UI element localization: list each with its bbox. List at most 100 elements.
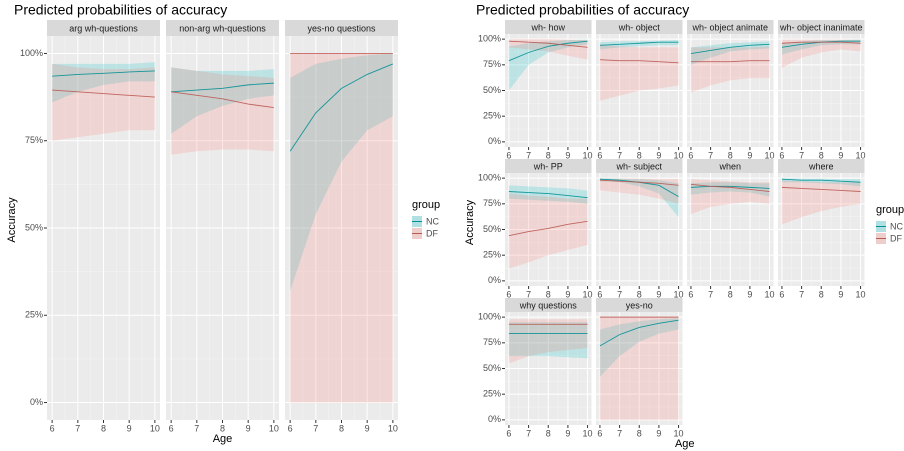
x-tick-label: 6 [688, 289, 693, 299]
facet-title: wh- object [618, 22, 661, 32]
facet-strip [285, 20, 398, 36]
facet-strip [47, 20, 160, 36]
x-tick-label: 8 [546, 150, 551, 160]
confidence-band [690, 46, 770, 93]
facet-strip [505, 20, 592, 34]
y-axis-title: Accuracy [6, 197, 18, 243]
line [508, 40, 588, 62]
x-tick-label: 8 [819, 289, 824, 299]
y-axis-title: Accuracy [464, 199, 476, 245]
x-tick-label: 8 [728, 150, 733, 160]
line [690, 43, 770, 54]
y-tick-label: 75% [483, 59, 501, 69]
y-tick-label: 0% [488, 414, 501, 424]
facet-strip [596, 159, 683, 173]
x-tick-label: 10 [150, 423, 160, 433]
line [599, 59, 679, 64]
x-tick-label: 10 [583, 428, 593, 438]
line [690, 185, 770, 189]
facet-strip [596, 298, 683, 312]
x-tick-label: 10 [674, 428, 684, 438]
x-axis-title: Age [675, 438, 695, 450]
x-tick-label: 10 [388, 423, 398, 433]
x-tick-label: 9 [838, 289, 843, 299]
x-tick-label: 10 [765, 150, 775, 160]
x-tick-label: 7 [799, 150, 804, 160]
confidence-band [599, 178, 679, 218]
y-tick-label: 100% [478, 312, 501, 322]
line [599, 179, 679, 186]
facet-strip [596, 20, 683, 34]
x-tick-label: 9 [747, 289, 752, 299]
x-tick-label: 7 [526, 150, 531, 160]
confidence-band [690, 41, 770, 65]
x-tick-label: 6 [779, 289, 784, 299]
y-tick-label: 25% [483, 389, 501, 399]
y-tick-label: 75% [483, 198, 501, 208]
x-tick-label: 7 [617, 289, 622, 299]
x-tick-label: 8 [339, 423, 344, 433]
x-tick-label: 10 [583, 289, 593, 299]
x-tick-label: 10 [674, 289, 684, 299]
facet-strip [778, 159, 865, 173]
x-tick-label: 9 [656, 289, 661, 299]
y-tick-label: 50% [483, 224, 501, 234]
y-tick-label: 25% [25, 310, 43, 320]
chart-title: Predicted probabilities of accuracy [14, 2, 227, 18]
x-tick-label: 10 [674, 150, 684, 160]
x-tick-label: 8 [728, 289, 733, 299]
confidence-band [690, 179, 770, 215]
facet-strip [687, 159, 774, 173]
legend-label: DF [890, 233, 902, 243]
facet-title: wh- object animate [691, 22, 768, 32]
line [289, 63, 394, 152]
x-tick-label: 6 [506, 150, 511, 160]
x-tick-label: 9 [565, 428, 570, 438]
line [508, 220, 588, 237]
x-tick-label: 7 [799, 289, 804, 299]
confidence-band [781, 39, 861, 68]
line [781, 186, 861, 192]
x-tick-label: 8 [220, 423, 225, 433]
facet-title: wh- object inanimate [779, 22, 863, 32]
x-tick-label: 10 [583, 150, 593, 160]
x-tick-label: 6 [169, 423, 174, 433]
confidence-band [690, 182, 770, 197]
x-tick-label: 8 [546, 428, 551, 438]
y-tick-label: 50% [483, 363, 501, 373]
legend-title: group [876, 204, 904, 216]
x-tick-label: 6 [779, 150, 784, 160]
chart-title: Predicted probabilities of accuracy [476, 2, 689, 18]
x-tick-label: 9 [656, 150, 661, 160]
x-axis-title: Age [213, 433, 233, 445]
legend-label: NC [890, 221, 903, 231]
x-tick-label: 7 [194, 423, 199, 433]
facet-title: wh- PP [533, 161, 563, 171]
x-tick-label: 7 [617, 150, 622, 160]
facet-title: non-arg wh-questions [179, 23, 266, 33]
confidence-band [599, 318, 679, 377]
x-tick-label: 6 [597, 289, 602, 299]
y-tick-label: 100% [478, 34, 501, 44]
x-tick-label: 10 [765, 289, 775, 299]
line [690, 60, 770, 63]
facet-title: arg wh-questions [69, 23, 138, 33]
line [52, 70, 155, 77]
confidence-band [508, 319, 588, 364]
x-tick-label: 9 [838, 150, 843, 160]
confidence-band [508, 193, 588, 269]
y-tick-label: 50% [483, 85, 501, 95]
line [781, 178, 861, 183]
confidence-band [290, 53, 393, 403]
confidence-band [171, 67, 274, 155]
facet-strip [505, 159, 592, 173]
confidence-band [52, 63, 155, 141]
confidence-band [781, 180, 861, 225]
x-tick-label: 7 [617, 428, 622, 438]
facet-title: why questions [519, 300, 578, 310]
facet-title: when [718, 161, 741, 171]
y-tick-label: 75% [483, 337, 501, 347]
x-tick-label: 9 [656, 428, 661, 438]
x-tick-label: 6 [50, 423, 55, 433]
facet-title: yes-no [626, 300, 653, 310]
